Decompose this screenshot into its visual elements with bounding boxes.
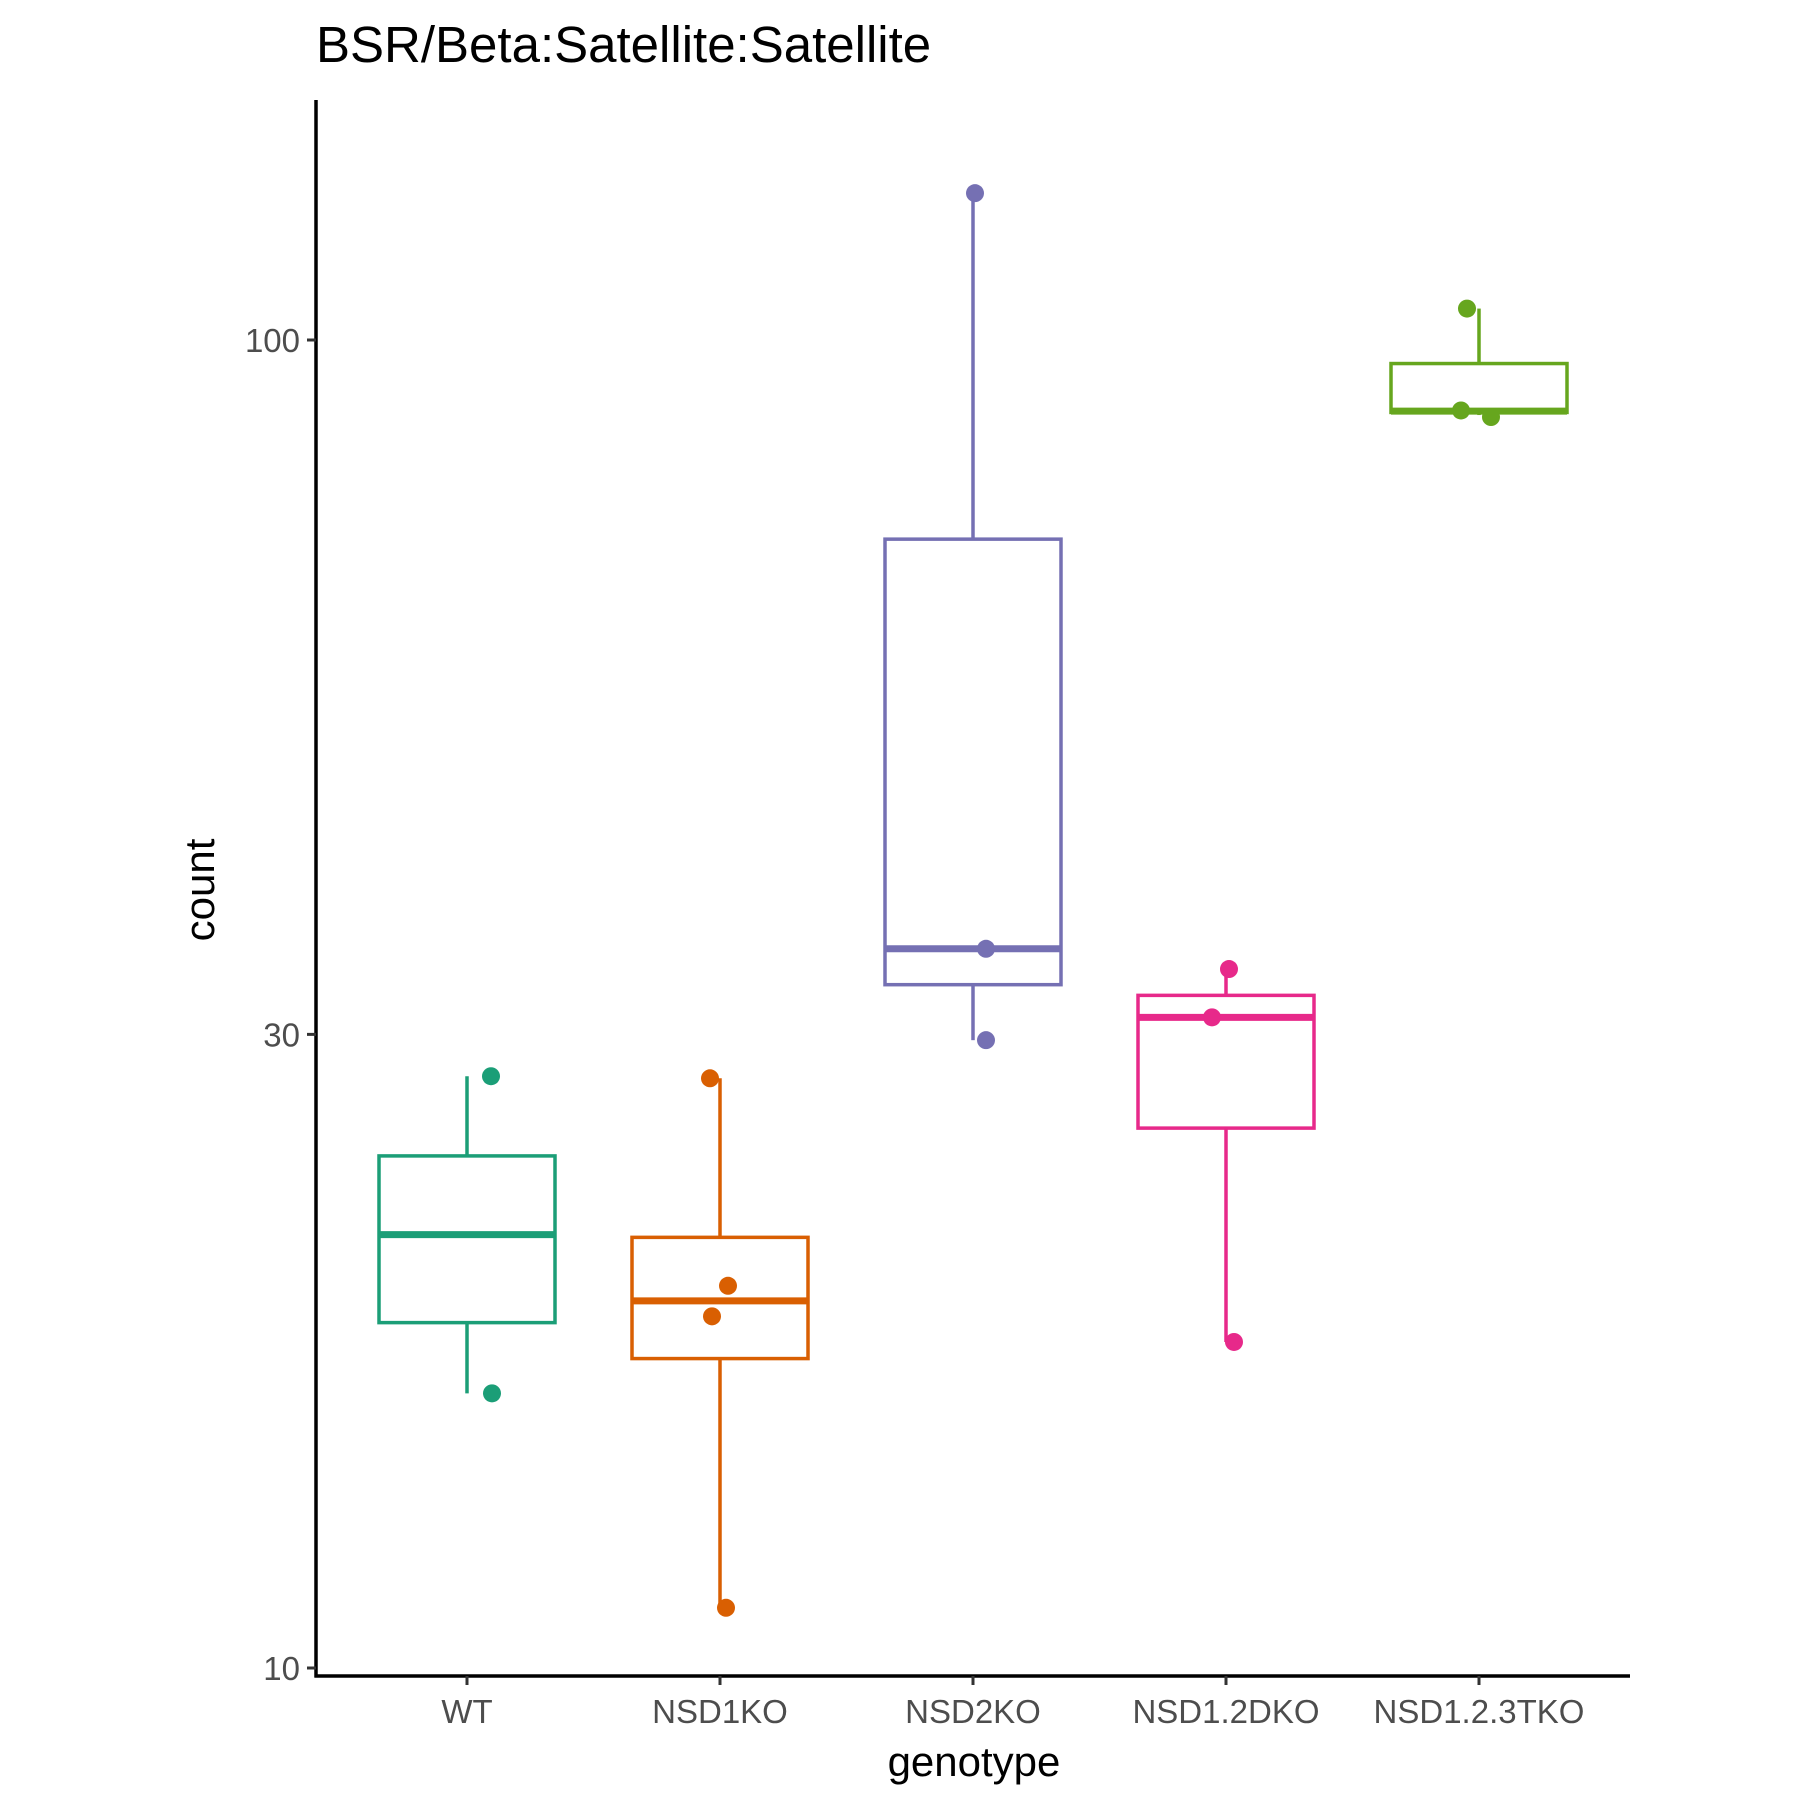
data-point — [1225, 1332, 1243, 1351]
y-tick-label: 10 — [263, 1650, 300, 1687]
data-point — [1203, 1008, 1221, 1027]
data-point — [1482, 408, 1500, 427]
box-iqr — [1389, 361, 1569, 415]
box-WT — [377, 1067, 557, 1403]
data-point — [701, 1069, 719, 1088]
axes: 10 30 100 WT NSD1KO NSD2KO NSD1.2DKO NSD1.2.3TK… — [245, 100, 1630, 1730]
box-NSD1.2.3TKO — [1389, 299, 1569, 427]
box-iqr — [1136, 993, 1316, 1130]
data-point — [1220, 960, 1238, 979]
box-iqr — [377, 1154, 557, 1325]
box-iqr — [883, 537, 1063, 987]
x-tick-label: WT — [441, 1693, 492, 1730]
x-tick-label: NSD1.2DKO — [1132, 1693, 1319, 1730]
data-point — [483, 1384, 501, 1403]
x-axis-title: genotype — [888, 1738, 1061, 1785]
x-tick-label: NSD1.2.3TKO — [1374, 1693, 1585, 1730]
y-tick-label: 30 — [263, 1016, 300, 1053]
plot-area — [377, 184, 1569, 1617]
data-point — [1452, 401, 1470, 420]
y-tick-label: 100 — [245, 322, 300, 359]
data-point — [977, 939, 995, 958]
data-point — [966, 184, 984, 203]
box-NSD1.2DKO — [1136, 960, 1316, 1351]
data-point — [719, 1276, 737, 1295]
data-point — [482, 1067, 500, 1086]
y-axis-title: count — [176, 838, 223, 941]
x-tick-label: NSD1KO — [652, 1693, 788, 1730]
box-NSD2KO — [883, 184, 1063, 1050]
chart-title: BSR/Beta:Satellite:Satellite — [316, 16, 931, 73]
data-point — [1458, 299, 1476, 318]
box-NSD1KO — [630, 1069, 810, 1617]
data-point — [717, 1598, 735, 1617]
data-point — [703, 1307, 721, 1326]
x-tick-label: NSD2KO — [905, 1693, 1041, 1730]
data-point — [977, 1031, 995, 1050]
